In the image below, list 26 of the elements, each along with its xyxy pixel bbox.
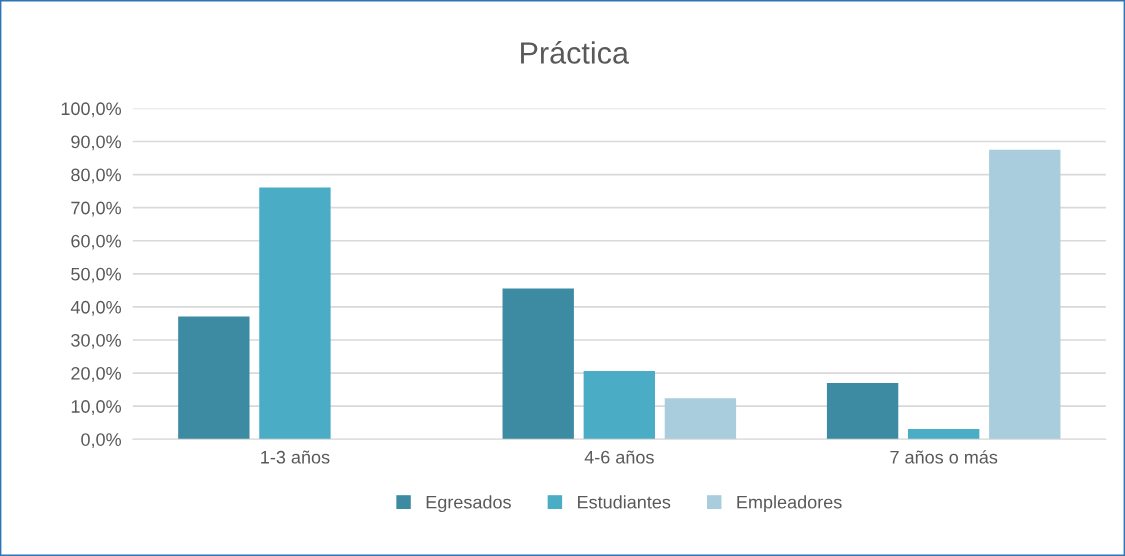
legend-label: Egresados	[426, 495, 511, 513]
bar	[908, 428, 980, 440]
x-tick-label: 7 años o más	[890, 450, 998, 464]
chart-title: Práctica	[521, 41, 629, 64]
bar	[502, 288, 574, 440]
y-tick-label: 20,0%	[71, 367, 121, 382]
y-tick-label: 40,0%	[70, 300, 121, 316]
y-tick-label: 80,0%	[71, 168, 121, 184]
bar	[259, 187, 331, 440]
y-tick-label: 30,0%	[71, 333, 121, 349]
bar	[664, 398, 737, 440]
bar	[178, 316, 250, 440]
y-tick-label: 60,0%	[71, 234, 121, 250]
y-tick-label: 10,0%	[71, 400, 121, 416]
legend-label: Estudiantes	[578, 495, 671, 509]
x-tick-label: 1-3 años	[261, 450, 330, 464]
y-tick-label: 50,0%	[71, 267, 121, 283]
bar	[826, 383, 899, 440]
y-tick-label: 0,0%	[81, 433, 121, 449]
bar	[583, 371, 655, 440]
legend-label: Empleadores	[737, 495, 842, 513]
y-tick-label: 90,0%	[71, 135, 121, 151]
x-tick-label: 4-6 años	[584, 450, 654, 464]
bar	[989, 149, 1061, 440]
y-tick-label: 100,0%	[61, 102, 121, 118]
y-tick-label: 70,0%	[71, 201, 121, 217]
